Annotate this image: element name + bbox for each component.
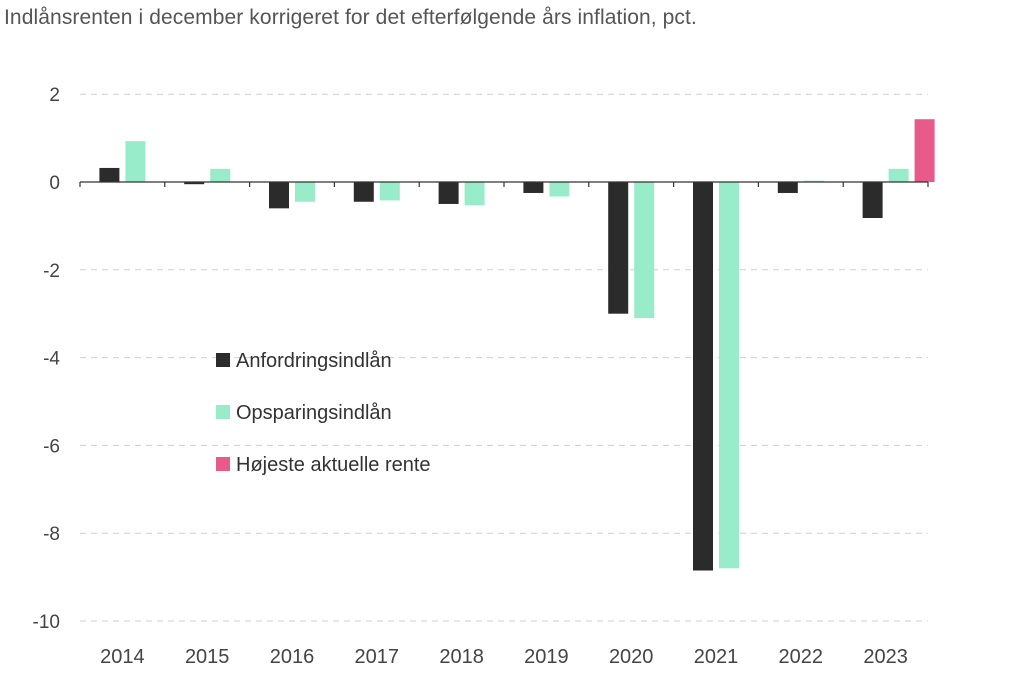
x-tick-label: 2019 (524, 646, 569, 668)
bar-opsparingsindlån-2022 (803, 180, 824, 182)
y-tick-label: -10 (33, 612, 60, 633)
bar-højeste-aktuelle-rente-2023 (914, 119, 935, 182)
bar-opsparingsindlån-2020 (634, 182, 655, 319)
legend-label: Højeste aktuelle rente (236, 454, 431, 476)
bars (99, 119, 935, 571)
y-tick-label: 2 (49, 85, 60, 106)
bar-opsparingsindlån-2023 (888, 168, 909, 182)
bar-opsparingsindlån-2017 (379, 182, 400, 201)
legend-label: Opsparingsindlån (236, 402, 392, 424)
bar-anfordringsindlån-2023 (862, 182, 883, 218)
bar-anfordringsindlån-2020 (608, 182, 629, 314)
legend-swatch (216, 353, 230, 367)
bar-opsparingsindlån-2014 (125, 141, 146, 182)
y-tick-label: -8 (43, 524, 60, 545)
bar-anfordringsindlån-2016 (269, 182, 289, 209)
bar-anfordringsindlån-2018 (438, 182, 459, 204)
bar-anfordringsindlån-2015 (184, 182, 205, 185)
bar-opsparingsindlån-2015 (210, 168, 231, 182)
bar-anfordringsindlån-2017 (353, 182, 374, 202)
x-tick-label: 2015 (185, 646, 230, 668)
x-tick-label: 2014 (100, 646, 145, 668)
y-tick-label: -4 (43, 349, 60, 370)
x-tick-label: 2017 (355, 646, 400, 668)
gridlines (80, 93, 928, 622)
y-axis-ticks: 2 0 -2 -4 -6 -8 -10 (33, 85, 61, 633)
bar-opsparingsindlån-2016 (295, 182, 315, 202)
x-tick-label: 2023 (863, 646, 908, 668)
bar-anfordringsindlån-2021 (693, 182, 713, 571)
bar-opsparingsindlån-2021 (719, 182, 739, 569)
x-tick-label: 2020 (609, 646, 654, 668)
legend-swatch (216, 405, 230, 419)
bar-anfordringsindlån-2014 (99, 167, 120, 182)
x-tick-label: 2021 (694, 646, 739, 668)
x-axis-ticks: 2014 2015 2016 2017 2018 2019 2020 2021 2022 2023 (100, 646, 908, 668)
y-tick-label: 0 (49, 173, 60, 194)
bar-anfordringsindlån-2022 (777, 182, 798, 193)
bar-anfordringsindlån-2019 (523, 182, 544, 193)
chart-title: Indlånsrenten i december korrigeret for … (4, 6, 697, 29)
legend-label: Anfordringsindlån (236, 350, 392, 372)
legend: Anfordringsindlån Opsparingsindlån Højeste… (216, 350, 431, 476)
x-tick-label: 2016 (270, 646, 315, 668)
bar-opsparingsindlån-2018 (464, 182, 485, 206)
x-tick-label: 2022 (779, 646, 824, 668)
y-tick-label: -6 (43, 436, 60, 457)
x-tick-label: 2018 (439, 646, 484, 668)
bar-opsparingsindlån-2019 (549, 182, 570, 197)
x-axis (79, 181, 929, 187)
y-tick-label: -2 (43, 261, 60, 282)
legend-swatch (216, 457, 230, 471)
